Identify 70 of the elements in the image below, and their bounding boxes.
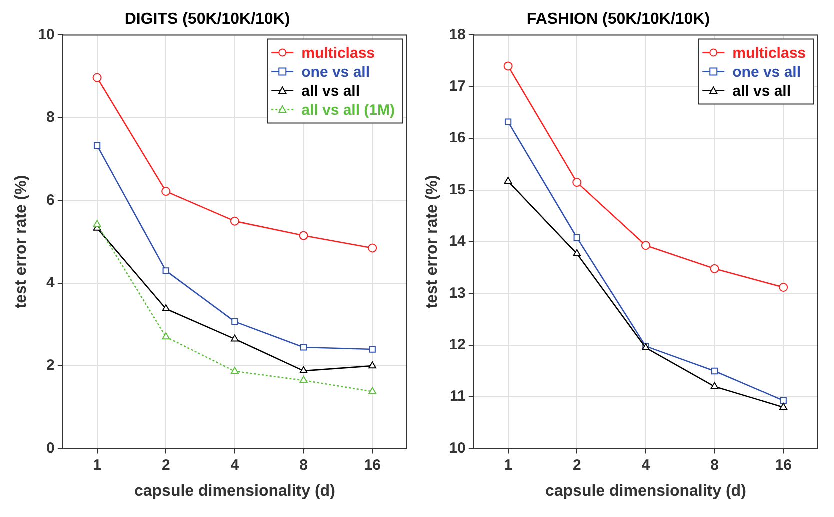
y-tick-label: 15 [449, 181, 466, 198]
y-tick-label: 8 [46, 109, 55, 126]
point [504, 62, 513, 71]
y-tick-label: 17 [449, 78, 466, 96]
point [299, 231, 308, 240]
point [232, 318, 238, 326]
point [162, 304, 170, 312]
x-tick-label: 8 [300, 456, 308, 474]
point [574, 234, 580, 242]
point [162, 187, 171, 196]
point [504, 118, 512, 126]
point [94, 142, 101, 149]
x-tick-label: 16 [775, 456, 792, 474]
y-tick-label: 0 [46, 440, 55, 457]
point [780, 402, 788, 410]
y-tick-label: 18 [449, 26, 466, 44]
legend-label: one vs all [732, 64, 802, 81]
y-tick-label: 4 [46, 274, 56, 292]
x-tick-label: 2 [572, 456, 582, 474]
y-axis-title: test error rate (%) [13, 175, 30, 309]
y-tick-label: 10 [38, 26, 55, 44]
x-tick-label: 16 [364, 456, 381, 474]
point [162, 332, 170, 340]
legend-label: all vs all [302, 82, 360, 100]
point [300, 344, 308, 351]
y-tick-label: 10 [449, 440, 466, 457]
point [230, 366, 239, 374]
x-tick-label: 2 [162, 456, 170, 474]
x-tick-label: 1 [504, 456, 512, 474]
point [92, 73, 102, 82]
y-tick-label: 13 [449, 284, 466, 302]
legend-label: all vs all [732, 82, 792, 100]
legend-label: multiclass [732, 44, 806, 62]
y-tick-label: 11 [450, 388, 466, 406]
y-tick-label: 6 [46, 192, 55, 209]
x-tick-label: 4 [642, 456, 651, 474]
point [779, 282, 788, 292]
point [230, 216, 240, 226]
point [710, 382, 719, 390]
point [504, 177, 512, 184]
chart-title: FASHION (50K/10K/10K) [526, 11, 710, 28]
point [368, 362, 377, 369]
point [162, 268, 170, 274]
x-axis-title: capsule dimensionality (d) [134, 482, 336, 500]
x-tick-label: 4 [230, 456, 240, 474]
point [711, 368, 718, 375]
point [93, 220, 102, 228]
legend-label: all vs all (1M) [302, 102, 396, 119]
y-tick-label: 12 [449, 336, 466, 354]
point [780, 397, 787, 404]
point [368, 387, 377, 394]
x-tick-label: 8 [710, 456, 719, 474]
x-axis-title: capsule dimensionality (d) [545, 482, 746, 500]
point [230, 334, 239, 342]
y-axis-title: test error rate (%) [424, 175, 442, 309]
point [368, 244, 378, 253]
point [641, 241, 650, 250]
legend-label: one vs all [302, 64, 370, 81]
point [572, 178, 582, 188]
point [300, 376, 308, 384]
point [710, 264, 720, 274]
point [573, 249, 582, 256]
y-tick-label: 14 [449, 233, 467, 250]
y-tick-label: 2 [46, 357, 55, 374]
legend-label: multiclass [302, 44, 376, 62]
point [369, 346, 376, 353]
y-tick-label: 16 [449, 130, 466, 147]
chart-title: DIGITS (50K/10K/10K) [124, 11, 290, 28]
point [300, 366, 308, 374]
x-tick-label: 1 [93, 456, 102, 474]
